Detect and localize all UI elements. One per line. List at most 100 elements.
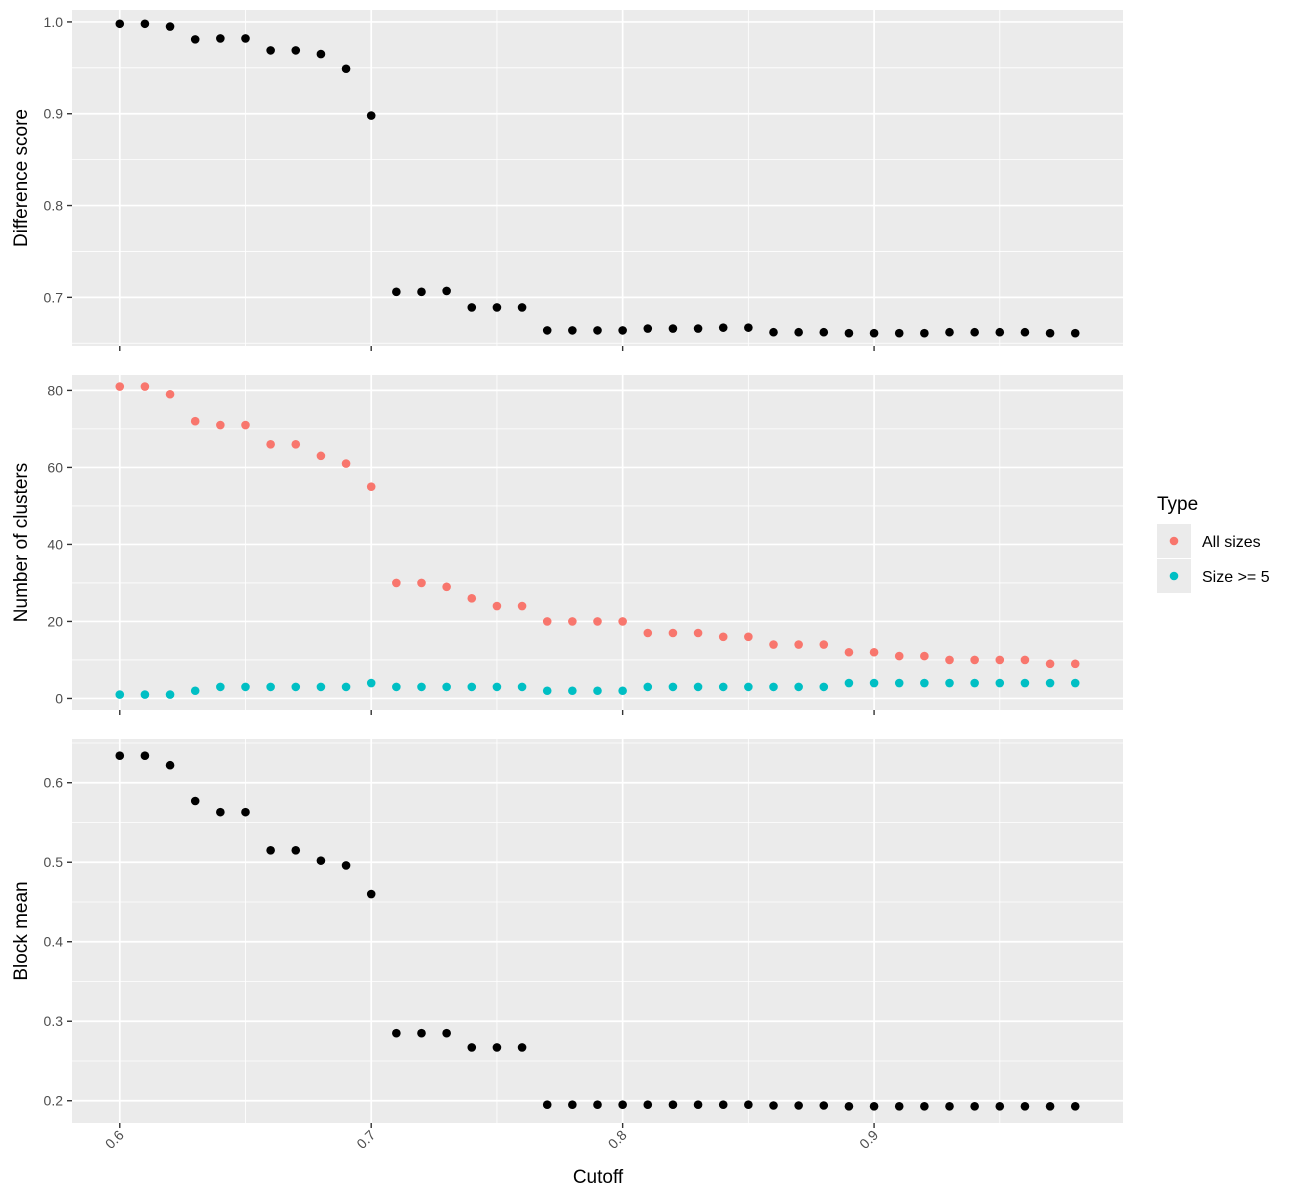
data-point <box>744 682 753 692</box>
legend-label-all-sizes: All sizes <box>1202 534 1261 551</box>
data-point <box>693 682 703 692</box>
data-point <box>517 303 527 312</box>
x-tick-label: 0.7 <box>353 1127 378 1152</box>
data-point <box>819 640 829 649</box>
data-point <box>995 1102 1005 1111</box>
data-point <box>1020 327 1030 337</box>
data-point <box>1070 678 1080 688</box>
data-point <box>970 327 979 337</box>
data-point <box>517 1043 527 1052</box>
data-point <box>593 326 602 335</box>
data-point <box>1070 328 1080 338</box>
data-point <box>341 682 351 692</box>
data-point <box>869 1102 879 1111</box>
data-point <box>970 678 979 688</box>
data-point <box>1045 678 1055 688</box>
data-point <box>995 678 1005 688</box>
data-point <box>1020 678 1030 688</box>
data-point <box>266 682 275 692</box>
data-point <box>140 690 150 699</box>
data-point <box>693 628 703 638</box>
data-point <box>1070 1102 1080 1111</box>
data-point <box>266 440 275 449</box>
data-point <box>920 651 929 661</box>
data-point <box>492 303 502 312</box>
data-point <box>366 678 376 688</box>
y-tick-label: 20 <box>47 613 63 629</box>
data-point <box>542 326 552 335</box>
data-point <box>593 617 602 626</box>
data-point <box>517 601 527 611</box>
data-point <box>442 1028 451 1038</box>
series-size-5 <box>115 678 1080 699</box>
data-point <box>643 682 653 692</box>
data-point <box>920 678 929 688</box>
data-point <box>241 420 250 430</box>
y-axis-title: Number of clusters <box>11 463 32 622</box>
y-tick-label: 0.6 <box>44 775 64 791</box>
data-point <box>1045 659 1055 669</box>
data-point <box>668 682 678 692</box>
data-point <box>920 1102 929 1111</box>
y-tick-label: 80 <box>47 382 63 398</box>
panel-background <box>72 739 1123 1123</box>
data-point <box>467 682 477 692</box>
y-tick-label: 0.9 <box>44 106 64 122</box>
data-point <box>643 628 653 638</box>
data-point <box>115 751 125 760</box>
data-point <box>140 751 150 760</box>
data-point <box>442 286 451 296</box>
data-point <box>693 1100 703 1110</box>
x-axis-title: Cutoff <box>573 1167 624 1188</box>
data-point <box>190 416 200 426</box>
data-point <box>216 807 225 817</box>
data-point <box>769 327 778 337</box>
data-point <box>266 46 275 55</box>
data-point <box>216 420 225 430</box>
data-point <box>417 1028 426 1038</box>
data-point <box>844 1102 854 1111</box>
data-point <box>442 682 451 692</box>
data-point <box>744 323 753 332</box>
data-point <box>869 328 879 338</box>
data-point <box>769 640 778 649</box>
data-point <box>593 1100 602 1110</box>
legend-key-all-sizes <box>1169 536 1179 546</box>
data-point <box>392 287 401 297</box>
data-point <box>920 328 929 338</box>
panels: 0.7 0.8 0.9 1.0 Difference score 0 20 40 60 80 Num… <box>11 10 1123 1152</box>
data-point <box>115 382 125 391</box>
data-point <box>492 1043 502 1052</box>
data-point <box>467 303 477 312</box>
data-point <box>467 594 477 603</box>
x-tick-label: 0.9 <box>856 1127 881 1152</box>
data-point <box>241 34 250 43</box>
legend-label-size-5: Size >= 5 <box>1202 569 1270 586</box>
data-point <box>894 328 904 338</box>
data-point <box>115 19 125 29</box>
data-point <box>492 682 502 692</box>
data-point <box>945 327 954 337</box>
panel-3: 0.6 0.7 0.8 0.9 0.2 0.3 0.4 0.5 0.6 Block mean <box>11 739 1123 1152</box>
data-point <box>869 647 879 657</box>
data-point <box>1045 1102 1055 1111</box>
data-point <box>769 1101 778 1110</box>
y-tick-label: 0.8 <box>44 198 64 214</box>
data-point <box>291 846 301 855</box>
y-tick-label: 0 <box>55 690 63 706</box>
y-axis-title: Block mean <box>11 881 32 980</box>
data-point <box>341 861 351 870</box>
data-point <box>216 682 225 692</box>
data-point <box>517 682 527 692</box>
data-point <box>291 440 301 449</box>
data-point <box>115 690 125 699</box>
data-point <box>140 382 150 391</box>
data-point <box>618 326 627 335</box>
data-point <box>492 601 502 611</box>
series-1 <box>115 19 1080 338</box>
data-point <box>417 287 426 297</box>
data-point <box>668 324 678 333</box>
data-point <box>165 760 175 770</box>
data-point <box>718 1100 728 1110</box>
